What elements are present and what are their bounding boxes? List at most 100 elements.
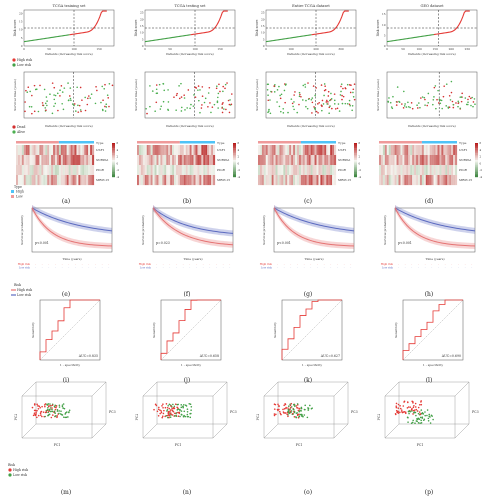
heatmap-type-low-bar [137,141,180,144]
heatmap-cell [258,175,261,186]
heatmap-cell [78,165,81,176]
heatmap-cell [326,175,329,186]
pca-point [403,400,406,403]
pca-point [395,402,398,405]
legend-alive-marker [12,130,16,134]
heatmap-cell [293,165,296,176]
heatmap-cell [382,155,385,166]
heatmap-cell [451,145,454,156]
survival-point [192,105,195,107]
pca-point [294,405,296,407]
survival-point [28,105,31,108]
pca-point [161,415,164,418]
heatmap-scale-segment [354,166,357,169]
panel-label: (b) [183,198,192,205]
pca-point [55,405,58,407]
pca-point [34,414,37,417]
pca-cube-edge [333,423,349,439]
heatmap-cell [19,165,22,176]
heatmap-cell [205,155,208,166]
heatmap-cell [168,165,171,176]
heatmap-gene-label: PIGR [459,168,468,172]
survival-point [269,112,272,115]
pca-point [48,405,50,407]
heatmap-cell [392,145,395,156]
heatmap-type-label: Type [459,141,467,145]
heatmap-cell [281,165,284,176]
heatmap-cell [142,155,145,166]
pca-axis-pc3: PC3 [230,410,237,414]
heatmap-cell [172,165,175,176]
heatmap-cell [261,165,264,176]
survival-scatter-frame [144,71,236,119]
pca-point [63,407,66,410]
survival-point [457,105,459,108]
pca-point [175,412,178,414]
heatmap-scale-segment [233,154,236,157]
roc-diagonal-line [39,299,101,361]
survival-point [42,104,44,107]
heatmap-cell [70,165,73,176]
heatmap-cell [158,145,161,156]
heatmap-cell [168,175,171,186]
km-table-cell: · [156,262,157,266]
heatmap-type-high-bar [300,141,336,144]
pca-point [300,407,303,409]
heatmap-cell [29,155,32,166]
heatmap-cell [179,145,182,156]
panel-label: (m) [61,489,71,496]
heatmap-cell [279,155,282,166]
pca-point [58,406,61,408]
heatmap-scale-segment [475,166,478,169]
survival-point [228,103,231,106]
km-low-risk-curve [273,207,355,232]
heatmap-scale-tick: -2 [238,168,241,172]
km-low-risk-band [274,205,354,234]
heatmap-cell [402,165,405,176]
heatmap-cell [137,145,140,156]
heatmap-cell [324,145,327,156]
heatmap-cell [197,175,200,186]
heatmap-cell [160,165,163,176]
legend-dead-label: Dead [17,125,25,129]
heatmap-gene-label: PIGR [217,168,226,172]
heatmap-cell [437,165,440,176]
heatmap-cell [289,175,292,186]
heatmap-cell [302,155,305,166]
heatmap-cell [433,155,436,166]
heatmap-cell [74,175,77,186]
pca-point [274,403,277,406]
survival-point [229,99,231,101]
heatmap-cell [425,155,428,166]
pca-point [427,420,430,422]
survival-point [326,103,328,105]
pca-point [286,413,288,416]
survival-point [111,84,114,87]
km-low-risk-curve [152,207,234,234]
risk-xtick-label: 100 [416,47,422,51]
heatmap-cell [404,165,407,176]
heatmap-cell [181,175,184,186]
survival-point [325,101,328,103]
survival-point [46,104,48,107]
km-table-cell: · [398,266,399,270]
pca-point [168,407,171,410]
heatmap-cell [431,155,434,166]
km-table-cell: · [405,262,406,266]
heatmap-cell [88,145,91,156]
heatmap-cell [281,145,284,156]
heatmap-scale-segment [475,153,478,156]
survival-point [348,99,351,102]
pca-point [175,415,178,417]
pca-point [61,405,64,408]
survival-point [449,99,452,101]
heatmap-cell [394,165,397,176]
heatmap-cell [261,155,264,166]
survival-point [176,92,178,95]
risk-xtick-label: 100 [71,47,77,51]
heatmap-cell [80,165,83,176]
pca-point [416,418,419,421]
heatmap-cell [439,145,442,156]
km-table-cell: · [431,266,432,270]
km-table-cell: · [189,266,190,270]
